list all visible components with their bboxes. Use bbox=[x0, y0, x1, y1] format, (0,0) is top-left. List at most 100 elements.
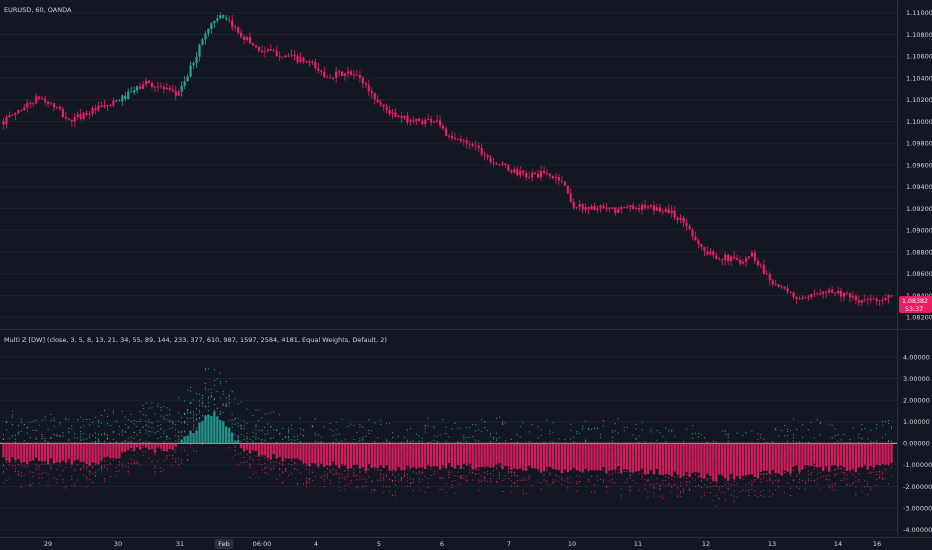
candle-body bbox=[575, 207, 578, 209]
candle-series[interactable] bbox=[2, 12, 893, 307]
z-dot bbox=[733, 495, 735, 497]
z-dot bbox=[448, 470, 450, 472]
time-tick-label: 7 bbox=[507, 540, 511, 548]
z-dot bbox=[409, 482, 411, 484]
z-dot bbox=[463, 477, 465, 479]
histogram-bar bbox=[361, 443, 365, 468]
z-dot bbox=[730, 473, 732, 475]
z-dot bbox=[47, 484, 49, 486]
time-axis[interactable]: 29 30 31 Feb 06:00 4 5 6 7 10 11 12 13 14 16 bbox=[44, 539, 881, 549]
z-dot bbox=[769, 477, 771, 479]
z-dot bbox=[65, 417, 67, 419]
z-dot bbox=[231, 433, 233, 435]
z-dot bbox=[801, 451, 803, 453]
candle-body bbox=[450, 135, 454, 139]
z-dot bbox=[216, 426, 218, 428]
histogram-bar bbox=[456, 443, 460, 466]
indicator-axis[interactable]: 4.000003.000002.000001.000000.00000-1.00… bbox=[903, 353, 932, 534]
histogram-bar bbox=[290, 443, 293, 459]
histogram-bar bbox=[438, 443, 442, 470]
z-dot bbox=[403, 436, 405, 438]
z-dot bbox=[689, 489, 691, 491]
z-dot bbox=[561, 449, 563, 451]
z-dot bbox=[885, 468, 887, 470]
z-dot bbox=[784, 466, 786, 468]
candle-body bbox=[828, 289, 831, 293]
z-dot bbox=[80, 431, 82, 433]
candle-body bbox=[727, 254, 730, 262]
z-dot bbox=[418, 456, 420, 458]
z-dot bbox=[403, 474, 405, 476]
z-dot bbox=[100, 467, 102, 469]
z-dot bbox=[291, 452, 293, 454]
z-dot bbox=[41, 463, 43, 465]
z-dot bbox=[813, 437, 815, 439]
z-dot bbox=[510, 475, 512, 477]
z-dot bbox=[112, 430, 114, 432]
z-dot bbox=[733, 484, 735, 486]
z-dot bbox=[528, 431, 530, 433]
z-dot bbox=[807, 429, 809, 431]
indicator-legend[interactable]: Multi Z [DW] (close, 3, 5, 8, 13, 21, 34… bbox=[4, 336, 387, 344]
z-dot bbox=[891, 427, 893, 429]
z-dot bbox=[671, 490, 673, 492]
z-dot bbox=[207, 405, 209, 407]
z-dot bbox=[80, 468, 82, 470]
z-dot bbox=[359, 472, 361, 474]
candle-body bbox=[735, 258, 739, 260]
z-dot bbox=[362, 450, 364, 452]
z-dot bbox=[724, 481, 726, 483]
z-dot bbox=[757, 473, 759, 475]
z-dot bbox=[599, 434, 601, 436]
z-dot bbox=[721, 456, 723, 458]
z-dot bbox=[611, 429, 613, 431]
z-dot bbox=[297, 448, 299, 450]
z-dot bbox=[498, 474, 500, 476]
histogram-bar bbox=[236, 439, 240, 444]
z-dot bbox=[273, 465, 275, 467]
z-dot bbox=[5, 458, 7, 460]
z-dot bbox=[169, 454, 171, 456]
histogram-bar bbox=[112, 443, 115, 459]
z-dot bbox=[175, 448, 177, 450]
z-dot bbox=[537, 459, 539, 461]
z-dot bbox=[430, 468, 432, 470]
z-dot bbox=[552, 467, 554, 469]
z-dot bbox=[23, 440, 25, 442]
z-dot bbox=[403, 455, 405, 457]
z-dot bbox=[282, 464, 284, 466]
z-dot bbox=[608, 459, 610, 461]
z-dot bbox=[175, 429, 177, 431]
z-dot bbox=[644, 441, 646, 443]
z-dot bbox=[570, 442, 572, 444]
z-dot bbox=[56, 449, 58, 451]
z-dot bbox=[291, 459, 293, 461]
z-dot bbox=[641, 467, 643, 469]
z-dot bbox=[478, 440, 480, 442]
z-dot bbox=[240, 426, 242, 428]
candle-body bbox=[670, 210, 673, 214]
candle-body bbox=[394, 112, 397, 117]
z-dot bbox=[525, 456, 527, 458]
z-dot bbox=[849, 441, 851, 443]
z-dot bbox=[629, 489, 631, 491]
symbol-legend[interactable]: EURUSD, 60, OANDA bbox=[4, 6, 72, 14]
z-dot bbox=[605, 454, 607, 456]
z-dot bbox=[582, 428, 584, 430]
z-dot bbox=[157, 430, 159, 432]
z-dot bbox=[481, 445, 483, 447]
candle-body bbox=[483, 154, 486, 156]
z-dot bbox=[74, 437, 76, 439]
z-dot bbox=[145, 440, 147, 442]
z-dot bbox=[757, 433, 759, 435]
z-dot bbox=[736, 450, 738, 452]
z-dot bbox=[665, 476, 667, 478]
z-dot bbox=[249, 476, 251, 478]
z-dot bbox=[41, 453, 43, 455]
z-dot bbox=[86, 486, 88, 488]
z-dot bbox=[798, 487, 800, 489]
z-dot bbox=[703, 484, 705, 486]
price-axis[interactable]: 1.110001.108001.106001.104001.102001.100… bbox=[906, 9, 932, 322]
histogram-bar bbox=[239, 443, 243, 449]
